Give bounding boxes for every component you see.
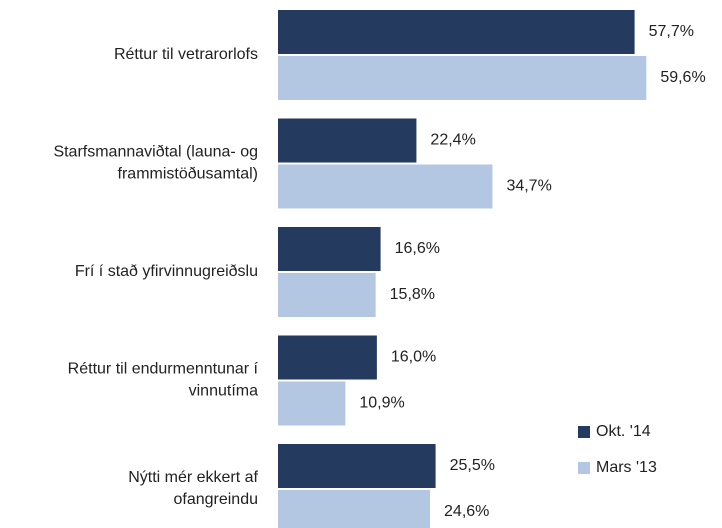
value-label: 57,7% <box>649 23 694 40</box>
category-label: ofangreindu <box>173 491 258 508</box>
bar <box>278 273 376 317</box>
category-label: Réttur til vetrarorlofs <box>114 46 258 63</box>
category-label: vinnutíma <box>189 383 258 400</box>
value-label: 59,6% <box>660 69 705 86</box>
category-label: Nýtti mér ekkert af <box>128 469 258 486</box>
value-label: 15,8% <box>390 286 435 303</box>
legend-swatch <box>578 462 590 474</box>
value-label: 22,4% <box>430 132 475 149</box>
value-label: 10,9% <box>359 395 404 412</box>
bar <box>278 118 417 163</box>
legend-swatch <box>578 426 590 438</box>
category-label: Frí í stað yfirvinnugreiðslu <box>75 263 258 280</box>
value-label: 34,7% <box>506 178 551 195</box>
bar <box>278 227 381 271</box>
bar <box>278 381 346 426</box>
bar <box>278 164 493 209</box>
category-label: Starfsmannaviðtal (launa- og <box>53 144 258 161</box>
bar <box>278 56 647 100</box>
value-label: 25,5% <box>450 457 495 474</box>
value-label: 24,6% <box>444 503 489 520</box>
bar <box>278 444 436 488</box>
legend-label: Mars '13 <box>596 459 657 476</box>
bar <box>278 10 635 54</box>
bar <box>278 335 377 380</box>
category-label: Réttur til endurmenntunar í <box>68 361 259 378</box>
category-label: frammistöðusamtal) <box>118 166 258 183</box>
legend-label: Okt. '14 <box>596 423 651 440</box>
bar <box>278 490 431 528</box>
value-label: 16,6% <box>395 240 440 257</box>
value-label: 16,0% <box>391 349 436 366</box>
